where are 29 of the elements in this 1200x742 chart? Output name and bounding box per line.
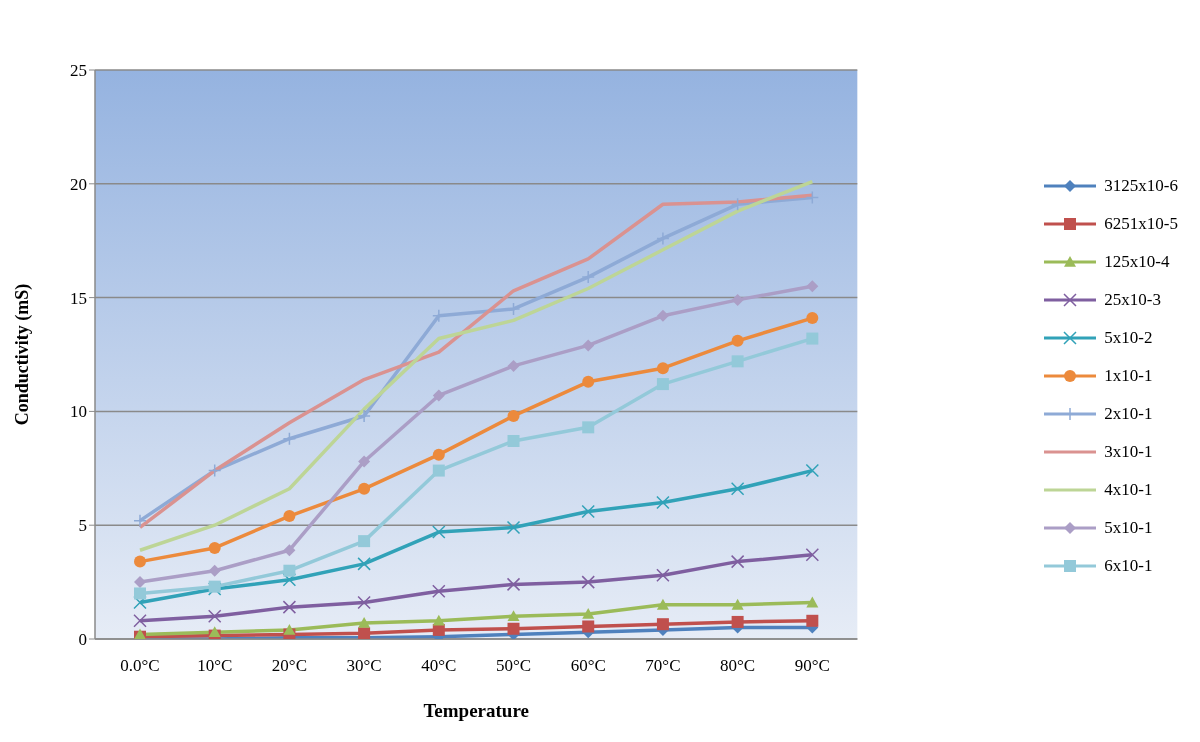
x-tick-label: 70°C — [645, 656, 681, 676]
x-tick-label: 60°C — [570, 656, 606, 676]
x-tick-label: 30°C — [346, 656, 382, 676]
x-tick-label: 10°C — [197, 656, 233, 676]
x-axis-title: Temperature — [423, 700, 529, 721]
legend-label: 3125x10-6 — [1104, 175, 1178, 196]
legend-label: 1x10-1 — [1104, 365, 1153, 386]
x-tick-label: 0.0°C — [120, 656, 160, 676]
y-tick-label: 20 — [70, 174, 87, 194]
y-tick-label: 5 — [78, 516, 87, 536]
legend-label: 6251x10-5 — [1104, 213, 1178, 234]
x-tick-label: 50°C — [495, 656, 532, 676]
y-tick-label: 0 — [78, 630, 87, 650]
legend-label: 5x10-1 — [1104, 517, 1153, 538]
legend-label: 125x10-4 — [1104, 251, 1170, 272]
legend-label: 4x10-1 — [1104, 479, 1153, 500]
y-tick-label: 10 — [70, 402, 87, 422]
x-tick-label: 20°C — [271, 656, 307, 676]
y-tick-label: 15 — [70, 288, 87, 308]
legend-label: 6x10-1 — [1104, 555, 1153, 576]
x-tick-label: 90°C — [794, 656, 830, 676]
legend-label: 25x10-3 — [1104, 289, 1161, 310]
y-tick-label: 25 — [70, 61, 87, 81]
legend-label: 3x10-1 — [1104, 441, 1153, 462]
legend-label: 5x10-2 — [1104, 327, 1153, 348]
legend-label: 2x10-1 — [1104, 403, 1153, 424]
y-axis-title: Conductivity (mS) — [12, 283, 34, 426]
x-tick-label: 80°C — [720, 656, 756, 676]
x-tick-label: 40°C — [421, 656, 457, 676]
